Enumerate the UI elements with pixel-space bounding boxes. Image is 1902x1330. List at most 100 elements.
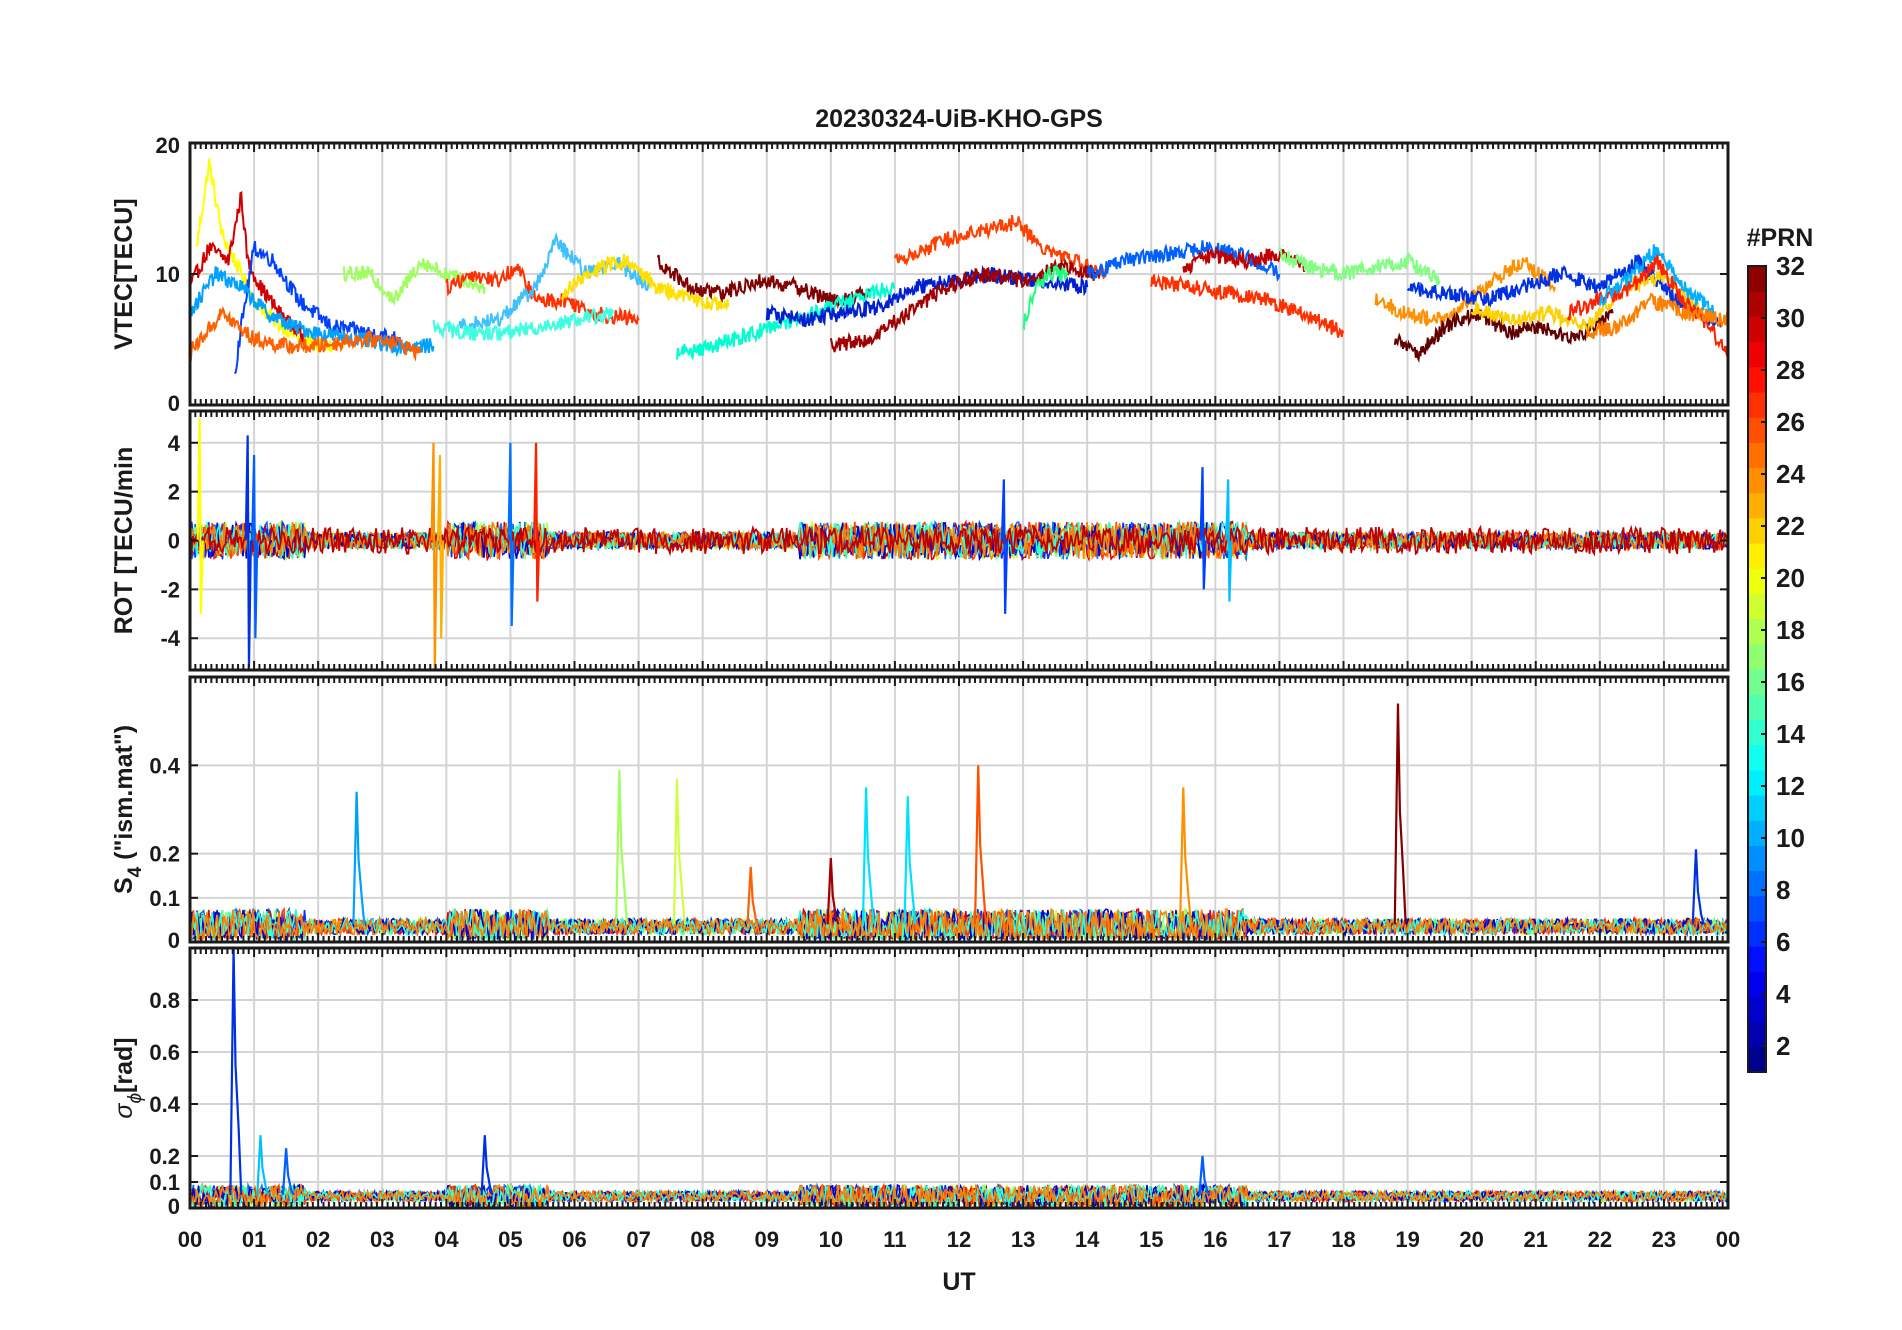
spike-line <box>352 791 366 925</box>
x-tick-label: 13 <box>1011 1227 1035 1252</box>
vtec-series-line <box>1393 305 1614 364</box>
y-tick-label: -4 <box>160 626 180 651</box>
colorbar-tick-label: 4 <box>1776 979 1791 1009</box>
x-tick-label: 15 <box>1139 1227 1163 1252</box>
colorbar-segment <box>1748 794 1766 821</box>
vtec-series-line <box>676 282 896 362</box>
grid <box>190 143 1728 405</box>
colorbar-segment <box>1748 820 1766 846</box>
x-ticks <box>189 677 1729 942</box>
x-tick-label: 18 <box>1331 1227 1355 1252</box>
vtec-series-line <box>190 305 422 362</box>
y-axis-label: ROT [TECU/min <box>110 447 138 635</box>
spike-line <box>480 1135 494 1196</box>
x-axis-label: UT <box>942 1268 975 1296</box>
panel-sigma-phi: 00.10.20.40.60.8σϕ[rad] <box>110 946 1730 1219</box>
colorbar-tick-label: 24 <box>1776 459 1805 489</box>
colorbar-segment <box>1748 996 1766 1023</box>
y-tick-label: 0.2 <box>149 842 180 867</box>
x-tick-label: 21 <box>1524 1227 1548 1252</box>
vtec-series-line <box>1022 262 1069 331</box>
colorbar-segment <box>1748 669 1766 695</box>
x-tick-label: 01 <box>242 1227 266 1252</box>
colorbar-tick-label: 22 <box>1776 511 1805 541</box>
colorbar-segment <box>1748 643 1766 670</box>
vtec-series-line <box>1278 246 1441 287</box>
colorbar-segment <box>1748 341 1766 368</box>
y-tick-label: 0.1 <box>149 1170 180 1195</box>
colorbar-tick-label: 8 <box>1776 875 1790 905</box>
colorbar-tick-label: 30 <box>1776 303 1805 333</box>
spike-line <box>861 787 875 925</box>
vtec-series-line <box>458 231 652 333</box>
colorbar-segment <box>1748 543 1766 569</box>
spike-line <box>1198 1155 1211 1196</box>
x-tick-label: 00 <box>1716 1227 1740 1252</box>
spike-line <box>1199 467 1207 590</box>
vtec-series-line <box>445 263 640 326</box>
y-tick-label: 0 <box>168 1194 180 1219</box>
colorbar-tick-label: 12 <box>1776 771 1805 801</box>
x-tick-label: 00 <box>178 1227 202 1252</box>
colorbar-segment <box>1748 316 1766 343</box>
y-tick-label: 0.6 <box>149 1040 180 1065</box>
colorbar-segment <box>1748 769 1766 796</box>
panel-vtec: 0 10 20 VTEC[TECU] <box>110 133 1730 416</box>
x-ticks <box>189 411 1729 670</box>
spike-line <box>281 1148 295 1196</box>
y-tick-label: -2 <box>160 577 180 602</box>
colorbar-segment <box>1748 593 1766 620</box>
vtec-series-line <box>1586 292 1728 339</box>
x-tick-label: 16 <box>1203 1227 1227 1252</box>
spike-line <box>436 454 445 639</box>
y-tick-label: 4 <box>168 431 181 456</box>
grid <box>190 677 1728 942</box>
noise-trace <box>190 523 1728 557</box>
colorbar-segment <box>1748 694 1766 720</box>
vtec-series-line <box>1374 257 1556 328</box>
spike-line <box>973 765 988 925</box>
colorbar-segment <box>1748 366 1766 393</box>
spike-line <box>1000 479 1009 614</box>
vtec-series-line <box>656 254 871 309</box>
x-tick-label: 14 <box>1075 1227 1100 1252</box>
grid <box>190 948 1728 1208</box>
spike-line <box>1225 479 1233 602</box>
vtec-series-line <box>195 158 345 354</box>
y-tick-label: 0.4 <box>149 753 180 778</box>
y-tick-label: 0.1 <box>149 886 180 911</box>
colorbar-tick-label: 26 <box>1776 407 1805 437</box>
colorbar-segment <box>1748 895 1766 922</box>
y-axis-label-main: σ <box>110 1103 138 1119</box>
panel-s4: 0 0.1 0.2 0.4S4 ("ism.mat") <box>110 675 1730 953</box>
y-tick-label: 10 <box>156 262 180 287</box>
series-group <box>190 158 1728 375</box>
y-axis-label-main: S <box>110 877 138 894</box>
y-tick-label: 20 <box>156 133 180 158</box>
colorbar-segment <box>1748 417 1766 443</box>
spike-line <box>615 769 629 925</box>
spike-line <box>1393 703 1407 925</box>
colorbar-label: #PRN <box>1747 224 1814 252</box>
series-group <box>190 703 1728 942</box>
y-tick-label: 0.8 <box>149 988 180 1013</box>
y-tick-label: 0 <box>168 928 180 953</box>
colorbar-tick-label: 10 <box>1776 823 1805 853</box>
y-tick-label: 2 <box>168 480 180 505</box>
colorbar-segment <box>1748 492 1766 519</box>
x-tick-labels: 00 01 02 03 04 05 06 07 08 09 10 11 12 13 14 15 16 17 18 19… <box>178 1227 1740 1252</box>
colorbar-segment <box>1748 391 1766 418</box>
colorbar-tick-label: 20 <box>1776 563 1805 593</box>
vtec-series-line <box>190 191 307 350</box>
y-axis-label: S4 ("ism.mat") <box>110 725 146 894</box>
x-tick-label: 12 <box>947 1227 971 1252</box>
colorbar-tick-label: 28 <box>1776 355 1805 385</box>
colorbar-tick-label: 16 <box>1776 667 1805 697</box>
spike-line <box>533 442 541 602</box>
colorbar-segment <box>1748 971 1766 998</box>
colorbar-frame <box>1747 265 1767 1073</box>
x-ticks <box>189 143 1729 405</box>
